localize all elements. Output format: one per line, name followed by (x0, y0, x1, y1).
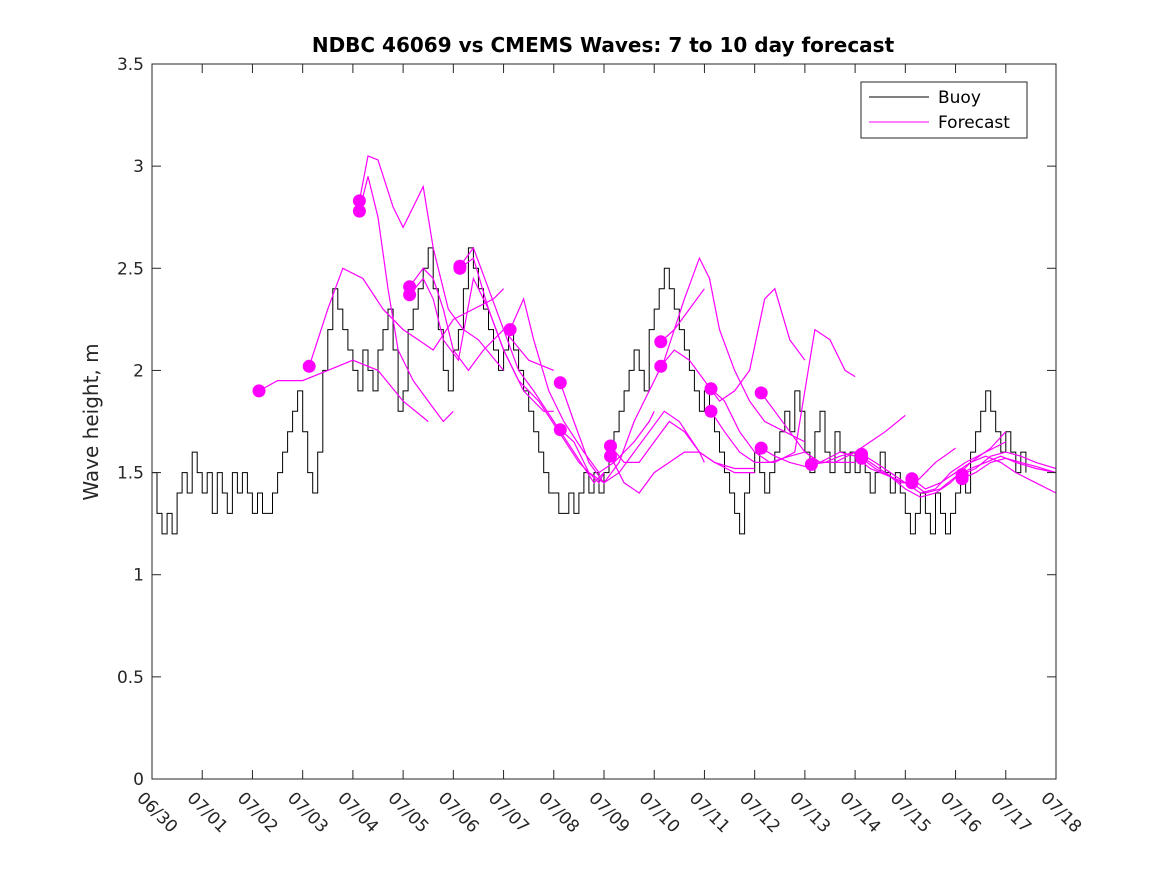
y-tick-label: 0 (133, 770, 144, 790)
legend-box (860, 81, 1028, 139)
forecast-series-line-25 (961, 457, 1056, 480)
forecast-series-line-22 (911, 455, 1056, 494)
forecast-series-line-0 (258, 359, 429, 422)
forecast-series-line-13 (660, 256, 806, 443)
forecast-series-line-19 (811, 447, 956, 484)
y-tick-label: 1.5 (117, 464, 144, 484)
legend-forecast-label: Forecast (938, 113, 1010, 133)
y-tick-label: 3 (133, 157, 144, 177)
forecast-series-line-2 (358, 155, 505, 371)
forecast-series-line-5 (409, 276, 554, 412)
forecast-start-marker-9 (553, 376, 567, 390)
forecast-series-line-23 (911, 455, 1056, 494)
y-tick-label: 2.5 (117, 259, 144, 279)
forecast-start-marker-12 (604, 449, 617, 463)
y-tick-label: 0.5 (117, 668, 144, 688)
y-tick-label: 3.5 (117, 55, 144, 75)
forecast-start-marker-21 (855, 451, 869, 465)
forecast-series-line-21 (861, 431, 1007, 498)
y-axis-label: Wave height, m (79, 343, 103, 500)
forecast-start-marker-16 (704, 404, 718, 418)
forecast-series-line-14 (660, 287, 806, 402)
forecast-start-marker-2 (352, 194, 366, 208)
forecast-start-marker-5 (403, 288, 417, 302)
plot-area (152, 155, 1056, 535)
legend-buoy-label: Buoy (938, 88, 981, 108)
forecast-series-line-1 (308, 267, 505, 367)
forecast-start-marker-10 (553, 423, 567, 437)
forecast-series-line-18 (760, 447, 906, 484)
forecast-series-line-16 (710, 328, 856, 463)
legend: Buoy Forecast (860, 81, 1028, 139)
forecast-start-marker-8 (503, 323, 517, 337)
y-tick-label: 2 (133, 361, 144, 381)
forecast-series-line-17 (760, 392, 906, 463)
forecast-series-line-9 (559, 382, 705, 484)
forecast-series-line-3 (358, 176, 454, 423)
forecast-start-marker-25 (955, 472, 969, 486)
forecast-series-line-8 (509, 297, 655, 474)
forecast-series-line-11 (610, 420, 755, 470)
forecast-start-marker-14 (654, 359, 668, 373)
forecast-start-marker-18 (754, 441, 768, 455)
forecast-series-line-4 (409, 267, 555, 372)
forecast-start-marker-23 (905, 476, 919, 490)
forecast-series-line-12 (609, 451, 755, 494)
y-tick-label: 1 (133, 566, 144, 586)
forecast-start-marker-3 (352, 204, 366, 218)
forecast-start-marker-11 (604, 439, 617, 453)
forecast-start-marker-17 (754, 386, 768, 400)
forecast-series-line-10 (559, 288, 705, 484)
forecast-start-marker-15 (704, 382, 718, 396)
forecast-start-marker-13 (654, 335, 668, 349)
forecast-start-marker-19 (804, 457, 818, 471)
forecast-start-marker-7 (453, 261, 467, 275)
series-group (152, 155, 1056, 535)
forecast-start-marker-0 (252, 384, 266, 398)
forecast-start-marker-1 (302, 359, 316, 373)
forecast-series-line-24 (961, 451, 1056, 476)
chart-title: NDBC 46069 vs CMEMS Waves: 7 to 10 day f… (312, 33, 895, 57)
forecast-series-line-20 (861, 441, 1007, 494)
